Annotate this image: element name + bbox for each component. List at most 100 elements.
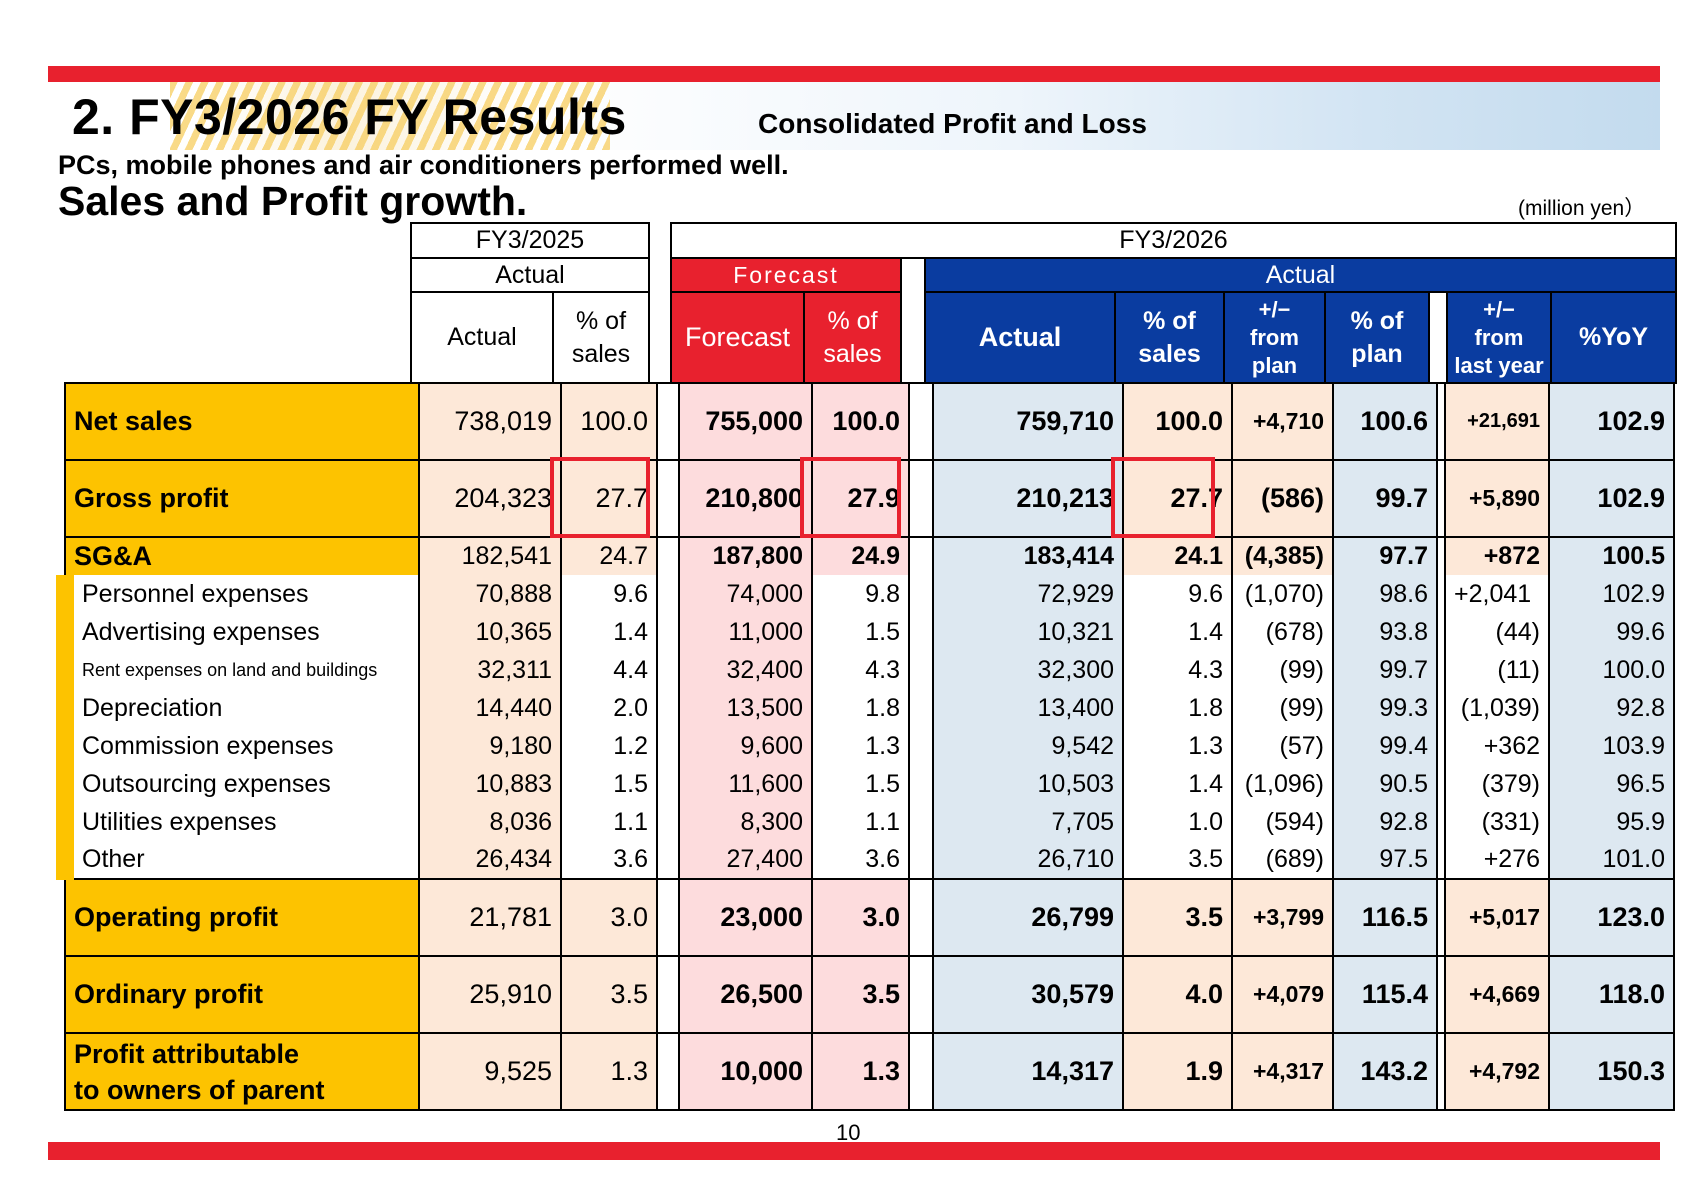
cell: 98.6 [1332,575,1438,613]
cell: 10,503 [932,765,1124,803]
col-forecast: Forecast [670,291,805,384]
cell: +2,041 [1444,575,1550,613]
row-profit-parent: Profit attributable to owners of parent 9… [64,1032,1675,1111]
cell: 10,000 [678,1032,813,1111]
column-gap [909,689,933,727]
row-depreciation: Depreciation 14,440 2.0 13,500 1.8 13,40… [56,689,1675,727]
column-gap [909,727,933,765]
highlight-box [1111,457,1215,538]
column-gap [909,537,933,575]
cell: 14,317 [932,1032,1124,1111]
cell: 100.0 [1548,651,1675,689]
column-gap [909,651,933,689]
cell: 9.6 [560,575,658,613]
cell: 97.5 [1332,841,1438,879]
column-gap [1437,727,1445,765]
cell: 27,400 [678,841,813,879]
cell: 118.0 [1548,955,1675,1034]
profit-loss-table: Net sales 738,019 100.0 755,000 100.0 75… [56,382,1675,1111]
highlight-box [550,457,650,538]
column-gap [1437,537,1445,575]
cell: 14,440 [418,689,562,727]
cell: 100.6 [1332,382,1438,461]
row-utilities: Utilities expenses 8,036 1.1 8,300 1.1 7… [56,803,1675,841]
row-sga: SG&A 182,541 24.7 187,800 24.9 183,414 2… [64,537,1675,575]
column-gap [909,382,933,461]
row-label: Advertising expenses [56,613,420,651]
cell: 116.5 [1332,878,1438,957]
col-diff-plan: +/− from plan [1223,291,1326,384]
unit-note: (million yen） [1518,197,1646,220]
column-gap [909,1032,933,1111]
cell: 100.0 [560,382,658,461]
cell: 759,710 [932,382,1124,461]
cell: 74,000 [678,575,813,613]
row-label: Depreciation [56,689,420,727]
col-forecast-pct: % of sales [803,291,902,384]
row-label: Profit attributable to owners of parent [64,1032,420,1111]
cell: 92.8 [1548,689,1675,727]
cell: (4,385) [1231,537,1334,575]
cell: 1.3 [811,1032,910,1111]
cell: 1.4 [1122,613,1233,651]
row-label: Commission expenses [56,727,420,765]
page-title: 2. FY3/2026 FY Results [72,89,627,145]
cell: (44) [1444,613,1550,651]
column-gap [657,878,679,957]
row-label: Personnel expenses [56,575,420,613]
column-gap [657,575,679,613]
cell: 26,710 [932,841,1124,879]
column-gap [657,955,679,1034]
row-label: Ordinary profit [64,955,420,1034]
column-gap [1437,575,1445,613]
column-gap [1437,955,1445,1034]
cell: 99.7 [1332,459,1438,538]
cell: +362 [1444,727,1550,765]
column-gap [657,537,679,575]
lead-line-2: Sales and Profit growth. [58,178,528,224]
cell: 738,019 [418,382,562,461]
banner-stripes [170,82,610,150]
cell: 115.4 [1332,955,1438,1034]
cell: 70,888 [418,575,562,613]
row-advertising: Advertising expenses 10,365 1.4 11,000 1… [56,613,1675,651]
cell: 9.8 [811,575,910,613]
cell: 26,500 [678,955,813,1034]
cell: 1.8 [811,689,910,727]
col-diff-last-year: +/− from last year [1446,291,1552,384]
cell: 93.8 [1332,613,1438,651]
cell: 143.2 [1332,1032,1438,1111]
cell: (331) [1444,803,1550,841]
row-operating-profit: Operating profit 21,781 3.0 23,000 3.0 2… [64,878,1675,957]
row-label: Outsourcing expenses [56,765,420,803]
row-label: Gross profit [64,459,420,538]
col-prev-actual: Actual [410,291,554,384]
page-subtitle: Consolidated Profit and Loss [758,108,1147,139]
column-gap [657,689,679,727]
cell: (678) [1231,613,1334,651]
cell: 3.6 [811,841,910,879]
cell: (99) [1231,689,1334,727]
cell: (11) [1444,651,1550,689]
cell: 1.0 [1122,803,1233,841]
cell: 755,000 [678,382,813,461]
column-gap [909,613,933,651]
column-gap [657,382,679,461]
cell: 4.3 [811,651,910,689]
cell: 3.0 [811,878,910,957]
cell: 9,600 [678,727,813,765]
cell: 72,929 [932,575,1124,613]
column-gap [1437,841,1445,879]
row-other: Other 26,434 3.6 27,400 3.6 26,710 3.5 (… [56,841,1675,879]
cell: +4,669 [1444,955,1550,1034]
cell: +5,017 [1444,878,1550,957]
col-pct-plan: % of plan [1324,291,1430,384]
cell: 100.5 [1548,537,1675,575]
cell: (57) [1231,727,1334,765]
cell: 32,311 [418,651,562,689]
highlight-box [800,457,901,538]
cell: 10,883 [418,765,562,803]
column-gap [909,955,933,1034]
cell: 21,781 [418,878,562,957]
cell: 9.6 [1122,575,1233,613]
